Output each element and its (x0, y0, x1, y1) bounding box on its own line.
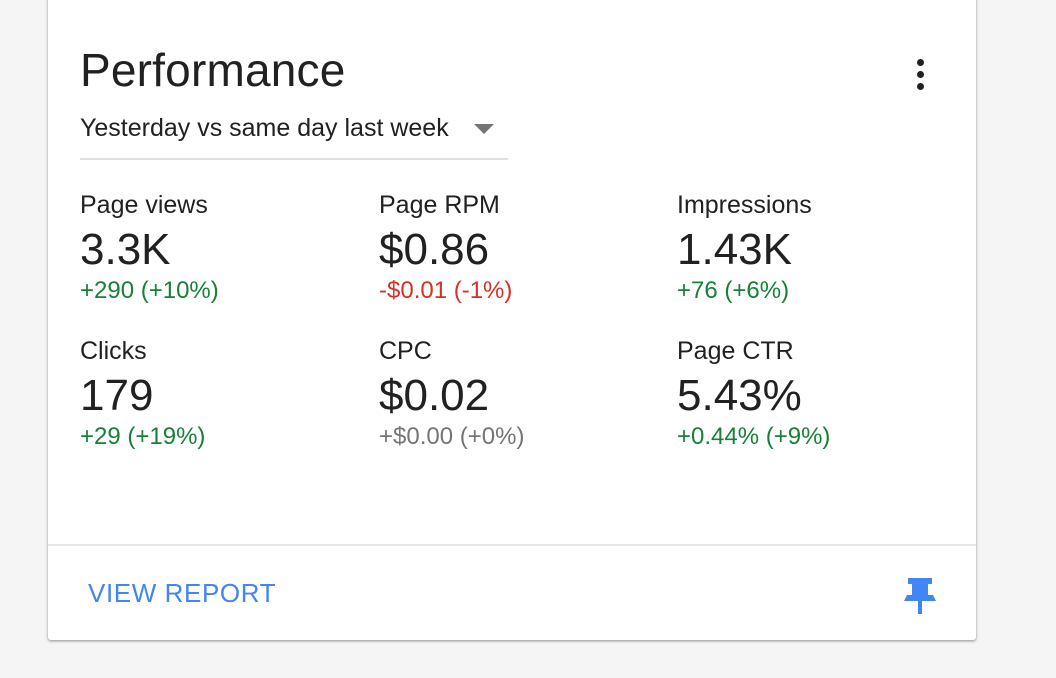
metric-label: Impressions (677, 191, 812, 219)
metric-page-rpm: Page RPM $0.86 -$0.01 (-1%) (379, 190, 659, 306)
metric-impressions: Impressions 1.43K +76 (+6%) (677, 190, 957, 306)
metric-change: +$0.00 (+0%) (379, 423, 525, 450)
card-divider (48, 544, 976, 546)
metric-clicks: Clicks 179 +29 (+19%) (80, 336, 360, 452)
metric-page-ctr: Page CTR 5.43% +0.44% (+9%) (677, 336, 957, 452)
more-vert-icon-dot (916, 82, 924, 90)
metric-value: $0.86 (379, 225, 490, 274)
pin-icon (904, 578, 936, 614)
performance-card: Performance Yesterday vs same day last w… (48, 0, 976, 640)
date-range-dropdown[interactable]: Yesterday vs same day last week (80, 108, 508, 160)
metric-label: Page RPM (379, 191, 500, 219)
metric-value: $0.02 (379, 371, 490, 420)
metric-change: +0.44% (+9%) (677, 423, 831, 450)
metric-value: 179 (80, 371, 154, 420)
card-title: Performance (80, 44, 346, 96)
metric-change: +290 (+10%) (80, 277, 219, 304)
metric-label: CPC (379, 337, 432, 365)
metric-page-views: Page views 3.3K +290 (+10%) (80, 190, 360, 306)
more-options-button[interactable] (898, 52, 942, 96)
date-range-selected: Yesterday vs same day last week (80, 114, 449, 142)
pin-button[interactable] (900, 574, 940, 616)
view-report-button[interactable]: VIEW REPORT (88, 578, 277, 608)
metric-change: +29 (+19%) (80, 423, 206, 450)
more-vert-icon (916, 58, 924, 66)
metric-change: +76 (+6%) (677, 277, 790, 304)
metric-label: Page views (80, 191, 208, 219)
arrow-drop-down-icon (474, 124, 494, 134)
metric-value: 5.43% (677, 371, 802, 420)
more-vert-icon-dot (916, 70, 924, 78)
metric-label: Page CTR (677, 337, 794, 365)
metric-label: Clicks (80, 337, 147, 365)
metric-value: 1.43K (677, 225, 792, 274)
metric-cpc: CPC $0.02 +$0.00 (+0%) (379, 336, 659, 452)
metric-value: 3.3K (80, 225, 171, 274)
metric-change: -$0.01 (-1%) (379, 277, 513, 304)
